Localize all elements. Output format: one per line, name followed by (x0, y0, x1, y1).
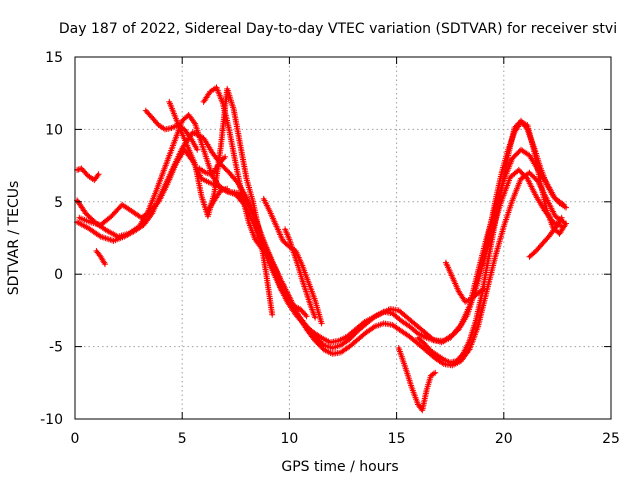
y-tick-label: -10 (40, 412, 63, 428)
tick-labels: 0 5 10 15 20 25 -10 -5 0 5 10 15 (40, 50, 620, 447)
markers-track-12 (204, 185, 231, 214)
markers-track-10 (282, 226, 319, 321)
x-tick-label: 5 (178, 431, 187, 447)
x-tick-label: 0 (71, 431, 80, 447)
x-tick-label: 20 (495, 431, 513, 447)
markers-track-3 (74, 129, 567, 369)
y-tick-label: 10 (45, 122, 63, 138)
markers-track-11 (93, 248, 108, 268)
markers-track-13 (395, 345, 439, 414)
x-tick-label: 10 (280, 431, 298, 447)
markers-track-6 (166, 85, 276, 318)
x-axis-label: GPS time / hours (281, 459, 398, 475)
axis-ticks (74, 56, 612, 420)
x-tick-label: 15 (388, 431, 406, 447)
markers-track-8 (200, 84, 310, 320)
markers-track-7 (196, 153, 229, 178)
y-tick-label: 15 (45, 50, 63, 66)
y-tick-label: 5 (54, 195, 63, 211)
plot-frame (74, 56, 612, 420)
markers-track-17 (526, 214, 565, 260)
y-tick-label: -5 (49, 340, 63, 356)
markers-track-16 (479, 119, 569, 269)
grid (75, 57, 611, 419)
data-series (74, 84, 569, 414)
x-tick-label: 25 (602, 431, 620, 447)
y-axis-label: SDTVAR / TECUs (6, 181, 22, 296)
markers-track-14 (442, 259, 488, 305)
y-tick-label: 0 (54, 267, 63, 283)
markers-track-1 (74, 165, 102, 184)
chart-title: Day 187 of 2022, Sidereal Day-to-day VTE… (59, 21, 617, 37)
